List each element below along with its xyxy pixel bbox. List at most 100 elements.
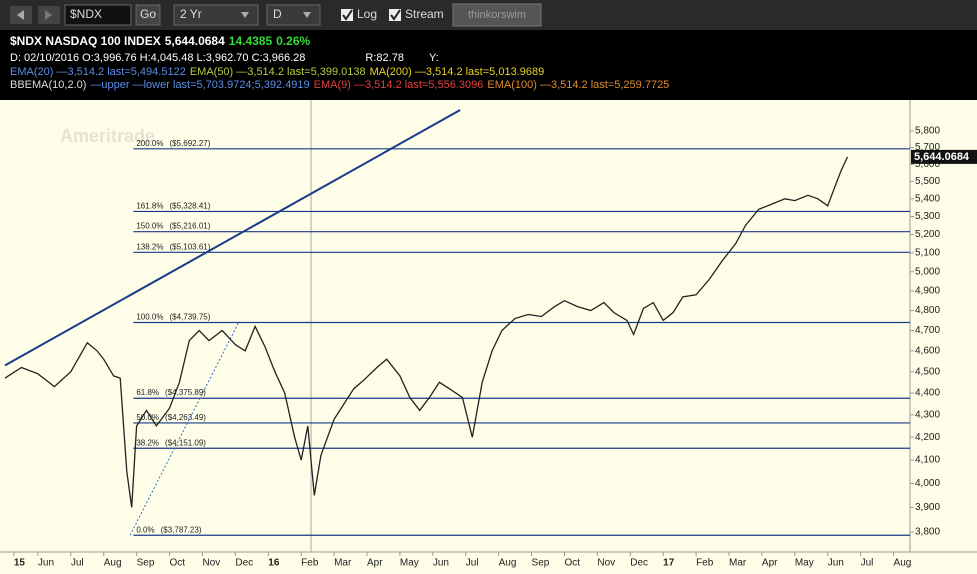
x-tick-label: Jul <box>71 558 84 569</box>
y-tick-label: 5,400 <box>915 193 940 204</box>
y-tick-label: 4,100 <box>915 455 940 466</box>
y-tick-label: 4,600 <box>915 346 940 357</box>
forward-icon <box>45 10 52 20</box>
fib-price: ($3,787.23) <box>161 525 202 534</box>
x-tick-label: Sep <box>137 558 155 569</box>
x-tick-label: Jun <box>828 558 844 569</box>
info-segment: 0.26% <box>276 34 310 48</box>
y-tick-label: 4,700 <box>915 325 940 336</box>
y-tick-label: 4,900 <box>915 286 940 297</box>
fib-level: 161.8% <box>136 202 163 211</box>
x-tick-label: May <box>795 558 814 569</box>
x-tick-label: Nov <box>202 558 220 569</box>
info-segment: EMA(20) —3,514.2 last=5,494.5122 <box>10 66 186 78</box>
y-tick-label: 5,800 <box>915 126 940 137</box>
y-tick-label: 4,300 <box>915 409 940 420</box>
fib-price: ($4,739.75) <box>169 313 210 322</box>
info-segment: R:82.78 <box>365 52 404 64</box>
fib-label: 200.0% ($5,692.27) <box>136 139 210 148</box>
info-row: BBEMA(10,2.0) —upper —lower last=5,703.97… <box>10 79 669 91</box>
y-tick-label: 4,000 <box>915 478 940 489</box>
y-tick-label: 3,900 <box>915 502 940 513</box>
fib-level: 50.0% <box>136 413 159 422</box>
info-segment: D: 02/10/2016 O:3,996.76 H:4,045.48 L:3,… <box>10 52 305 64</box>
dropdown-arrow <box>241 12 249 18</box>
info-segment: EMA(9) —3,514.2 last=5,556.3096 <box>314 79 484 91</box>
x-tick-label: Nov <box>597 558 615 569</box>
x-tick-label: Jun <box>38 558 54 569</box>
x-tick-label: Mar <box>334 558 352 569</box>
info-segment: EMA(50) —3,514.2 last=5,399.0138 <box>190 66 366 78</box>
x-tick-label: Apr <box>367 558 383 569</box>
fib-price: ($4,263.49) <box>165 413 206 422</box>
fib-price: ($5,328.41) <box>169 202 210 211</box>
fib-level: 200.0% <box>136 139 163 148</box>
fib-level: 100.0% <box>136 313 163 322</box>
info-segment: $NDX NASDAQ 100 INDEX <box>10 34 161 48</box>
y-tick-label: 5,500 <box>915 176 940 187</box>
watermark: Ameritrade <box>60 126 155 146</box>
x-tick-label: Dec <box>235 558 253 569</box>
aggregation-text: D <box>273 7 282 21</box>
info-row: EMA(20) —3,514.2 last=5,494.5122 EMA(50) … <box>10 66 544 78</box>
current-price-label: 5,644.0684 <box>914 151 970 163</box>
symbol-text: $NDX <box>70 7 102 21</box>
brand-button[interactable] <box>452 3 542 27</box>
x-tick-label: Aug <box>894 558 912 569</box>
y-tick-label: 5,300 <box>915 211 940 222</box>
period-dropdown[interactable] <box>173 4 259 26</box>
info-segment: —upper —lower last=5,703.9724;5,392.4919 <box>90 79 309 91</box>
back-icon <box>17 10 24 20</box>
x-tick-label: Dec <box>630 558 648 569</box>
y-axis-area <box>910 100 977 552</box>
go-button[interactable] <box>135 4 161 26</box>
x-tick-label: May <box>400 558 419 569</box>
info-segment: EMA(100) —3,514.2 last=5,259.7725 <box>487 79 669 91</box>
x-tick-label: Jul <box>861 558 874 569</box>
x-tick-label: 16 <box>268 558 280 569</box>
y-tick-label: 3,800 <box>915 527 940 538</box>
x-axis-area <box>0 552 977 574</box>
aggregation-dropdown[interactable] <box>266 4 321 26</box>
current-price-box <box>911 149 977 164</box>
info-row: D: 02/10/2016 O:3,996.76 H:4,045.48 L:3,… <box>10 52 439 64</box>
y-tick-label: 4,500 <box>915 366 940 377</box>
x-tick-label: Aug <box>499 558 517 569</box>
symbol-input[interactable] <box>64 4 132 26</box>
plot-area <box>0 100 910 552</box>
fib-price: ($4,151.09) <box>165 438 206 447</box>
fib-level: 138.2% <box>136 242 163 251</box>
x-tick-label: Jun <box>433 558 449 569</box>
y-tick-label: 4,400 <box>915 388 940 399</box>
fib-level: 38.2% <box>136 438 159 447</box>
info-segment: MA(200) —3,514.2 last=5,013.9689 <box>370 66 545 78</box>
fib-label: 61.8% ($4,375.89) <box>136 388 206 397</box>
x-tick-label: Sep <box>532 558 550 569</box>
fib-price: ($5,216.01) <box>169 222 210 231</box>
fib-level: 61.8% <box>136 388 159 397</box>
y-tick-label: 4,800 <box>915 305 940 316</box>
x-tick-label: 15 <box>14 558 26 569</box>
go-label: Go <box>140 7 156 21</box>
info-segment: Y: <box>429 52 439 64</box>
x-tick-label: Apr <box>762 558 778 569</box>
x-tick-label: Jul <box>466 558 479 569</box>
x-tick-label: Oct <box>170 558 186 569</box>
brand-label: thinkorswim <box>468 9 526 21</box>
fib-level: 150.0% <box>136 222 163 231</box>
fib-price: ($4,375.89) <box>165 388 206 397</box>
x-tick-label: Oct <box>564 558 580 569</box>
y-tick-label: 5,200 <box>915 229 940 240</box>
x-tick-label: 17 <box>663 558 675 569</box>
info-segment: 5,644.0684 <box>165 34 225 48</box>
fib-label: 50.0% ($4,263.49) <box>136 413 206 422</box>
info-segment: 14.4385 <box>229 34 273 48</box>
y-tick-label: 5,600 <box>915 159 940 170</box>
fib-price: ($5,692.27) <box>169 139 210 148</box>
x-tick-label: Feb <box>696 558 714 569</box>
check-mark <box>342 9 353 21</box>
trendline <box>4 109 461 367</box>
x-tick-label: Feb <box>301 558 319 569</box>
fib-level: 0.0% <box>136 525 154 534</box>
